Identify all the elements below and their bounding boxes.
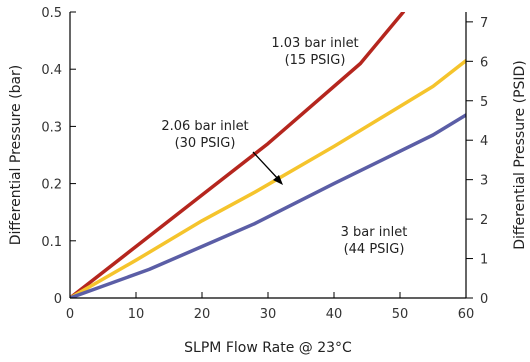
y-tick-label: 0.4 bbox=[41, 63, 62, 78]
x-tick-label: 50 bbox=[392, 307, 409, 322]
annotation-arrow bbox=[252, 151, 283, 185]
annotation-line: 3 bar inlet bbox=[341, 225, 408, 240]
series-line-1 bbox=[70, 12, 406, 298]
y-tick-label: 0.2 bbox=[41, 178, 62, 193]
annotation-1-03-bar: 1.03 bar inlet (15 PSIG) bbox=[271, 36, 358, 68]
x-tick-label: 0 bbox=[66, 307, 74, 322]
annotation-2-06-bar: 2.06 bar inlet (30 PSIG) bbox=[161, 119, 248, 151]
annotation-line: 2.06 bar inlet bbox=[161, 119, 248, 134]
annotation-line: (30 PSIG) bbox=[175, 136, 236, 151]
y-tick-label: 0 bbox=[54, 292, 62, 307]
x-tick-label: 40 bbox=[326, 307, 343, 322]
annotation-3-bar: 3 bar inlet (44 PSIG) bbox=[341, 225, 408, 257]
y2-tick-label: 4 bbox=[480, 134, 488, 149]
y-tick-label: 0.3 bbox=[41, 120, 62, 135]
x-tick-label: 30 bbox=[260, 307, 277, 322]
x-tick-label: 10 bbox=[128, 307, 145, 322]
y2-tick-label: 3 bbox=[480, 174, 488, 189]
y2-tick-label: 5 bbox=[480, 95, 488, 110]
y2-tick-label: 0 bbox=[480, 292, 488, 307]
y2-tick-label: 7 bbox=[480, 16, 488, 31]
x-axis-title: SLPM Flow Rate @ 23°C bbox=[184, 340, 352, 356]
y-axis-title: Differential Pressure (bar) bbox=[8, 65, 24, 246]
annotation-line: (15 PSIG) bbox=[285, 53, 346, 68]
annotation-line: (44 PSIG) bbox=[344, 242, 405, 257]
x-tick-label: 60 bbox=[458, 307, 475, 322]
y-tick-label: 0.5 bbox=[41, 6, 62, 21]
y2-tick-label: 1 bbox=[480, 253, 488, 268]
y-tick-label: 0.1 bbox=[41, 235, 62, 250]
series-line-2 bbox=[70, 58, 466, 298]
y2-tick-label: 2 bbox=[480, 213, 488, 228]
y2-tick-label: 6 bbox=[480, 55, 488, 70]
annotation-line: 1.03 bar inlet bbox=[271, 36, 358, 51]
y2-axis-title: Differential Pressure (PSID) bbox=[512, 60, 528, 250]
series-line-3 bbox=[70, 113, 466, 298]
x-tick-label: 20 bbox=[194, 307, 211, 322]
